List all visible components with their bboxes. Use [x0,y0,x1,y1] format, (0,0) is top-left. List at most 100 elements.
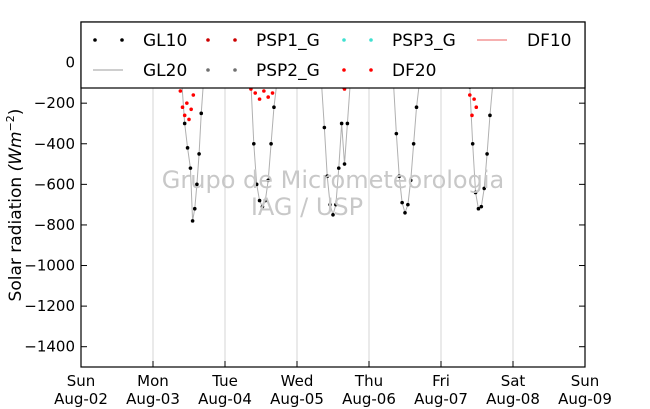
series-point [336,166,341,170]
series-point [394,131,399,136]
x-tick-label-day: Thu [354,372,383,390]
series-point [339,121,344,126]
legend-label: DF10 [527,31,572,51]
series-point [185,101,189,105]
series-point [488,113,492,118]
legend-marker [206,38,210,42]
x-tick-label-date: Aug-09 [558,390,612,408]
series-point [199,111,204,116]
x-tick-label-day: Tue [211,372,238,390]
series-point [269,141,273,146]
watermark-line1: Grupo de Micrometeorologia [162,166,504,194]
series-point [479,204,484,209]
series-point [331,212,335,217]
series-line [250,82,278,208]
x-tick-label-date: Aug-06 [342,390,396,408]
series-point [397,174,402,179]
series-point [180,105,185,110]
series-point [408,178,413,183]
series-point [182,113,187,118]
series-point [189,107,193,112]
series-point [197,152,201,156]
series-line [392,82,420,215]
series-point [322,125,327,130]
y-tick-label: −1400 [24,338,75,356]
legend-marker [120,38,124,42]
x-tick-label-day: Sun [67,372,96,390]
x-tick-label-day: Mon [137,372,169,390]
series-point [185,146,190,150]
y-axis-label-unit: (Wm [6,131,26,171]
series-point [266,178,271,183]
legend-marker [369,38,373,42]
series-point [187,117,191,122]
series-point [192,206,197,211]
x-tick-label-date: Aug-05 [270,390,324,408]
x-tick-label-date: Aug-02 [54,390,108,408]
series-point [191,93,196,97]
series-point [257,198,262,203]
legend-box [80,21,586,89]
legend-label: DF20 [392,61,437,81]
series-point [470,141,475,146]
series-point [263,198,268,203]
legend-label: GL10 [143,31,187,51]
x-tick-label-day: Sun [571,372,600,390]
x-tick-label-date: Aug-07 [414,390,468,408]
series-point [257,97,262,101]
series-point [262,89,266,93]
series-point [474,105,479,110]
legend-label: GL20 [143,61,187,81]
legend-marker [206,68,210,72]
series-point [473,190,478,195]
y-tick-label: −200 [34,94,75,112]
series-point [328,202,332,207]
series-point [325,174,330,179]
series-point [254,182,259,187]
legend-label: PSP2_G [256,61,320,81]
y-axis-label-close: ) [6,109,26,116]
y-tick-label: −600 [34,175,75,193]
legend-label: PSP1_G [256,31,320,51]
y-tick-label: −400 [34,135,75,153]
y-tick-label: −800 [34,216,75,234]
series-point [190,219,195,223]
series-point [272,105,276,110]
y-axis-ticks: 0 −200 −400 −600 −800 −1000 −1200 −1400 [24,54,585,356]
series-point [188,166,193,170]
y-axis-label-exp: −2 [4,115,17,131]
x-tick-label-day: Fri [432,372,450,390]
legend: GL10 PSP1_G PSP3_G DF10 GL20 PSP2_G DF20 [80,21,586,89]
series-point [470,113,474,118]
x-tick-label-date: Aug-04 [198,390,252,408]
series-line [181,82,204,221]
y-axis-label-text: Solar radiation [6,177,26,302]
y-axis-label: Solar radiation (Wm−2) [4,109,26,302]
series-point [482,186,487,191]
series-point [406,202,410,207]
legend-label: PSP3_G [392,31,456,51]
series-point [414,105,419,110]
series-point [468,93,472,97]
series-point [195,182,199,187]
legend-marker [369,68,373,72]
series-point [182,121,187,126]
legend-marker [342,38,346,42]
series-point [252,141,256,146]
legend-marker [233,38,237,42]
y-tick-label: 0 [65,54,75,72]
x-tick-label-date: Aug-03 [126,390,180,408]
series-point [485,152,489,156]
series-point [342,162,347,166]
x-tick-label-date: Aug-08 [486,390,540,408]
watermark: Grupo de Micrometeorologia IAG / USP [162,166,504,221]
y-tick-label: −1000 [24,257,75,275]
series-point [472,97,476,101]
legend-marker [93,38,97,42]
x-tick-label-day: Sat [501,372,526,390]
series-point [178,89,183,93]
series-point [253,91,258,95]
x-tick-label-day: Wed [281,372,314,390]
series-point [476,206,481,211]
